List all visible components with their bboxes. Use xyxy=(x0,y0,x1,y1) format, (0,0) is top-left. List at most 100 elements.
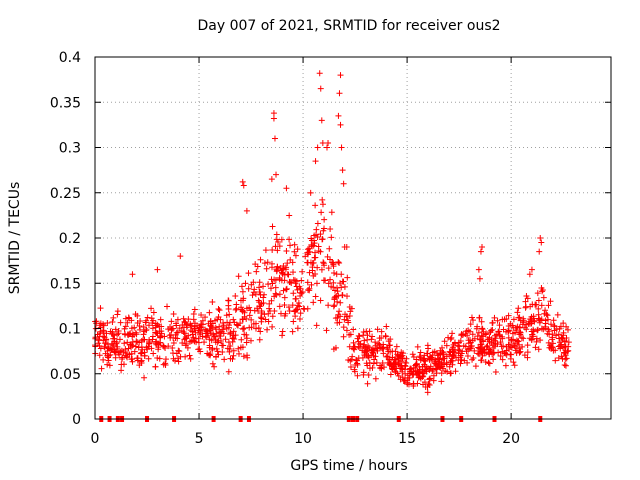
data-point xyxy=(165,326,172,333)
data-point xyxy=(314,264,321,271)
data-point xyxy=(258,308,265,315)
data-point xyxy=(479,350,486,357)
data-point xyxy=(115,330,122,337)
data-point xyxy=(318,266,325,273)
data-point xyxy=(490,350,497,357)
data-point xyxy=(554,311,561,318)
data-point xyxy=(337,299,344,306)
data-point xyxy=(432,356,439,363)
data-point xyxy=(207,318,214,325)
data-point xyxy=(235,322,242,329)
data-point xyxy=(341,283,348,290)
data-point xyxy=(378,364,385,371)
data-point xyxy=(272,243,279,250)
data-point xyxy=(170,325,177,332)
data-point xyxy=(438,344,445,351)
data-point xyxy=(124,339,131,346)
data-point xyxy=(264,259,271,266)
data-point xyxy=(170,310,177,317)
data-point-peak xyxy=(312,158,319,165)
data-point xyxy=(450,341,457,348)
data-point xyxy=(350,339,357,346)
data-point xyxy=(379,345,386,352)
data-point xyxy=(513,324,520,331)
data-point xyxy=(110,314,117,321)
data-point xyxy=(249,292,256,299)
data-point xyxy=(548,321,555,328)
data-point xyxy=(346,303,353,310)
data-point xyxy=(394,353,401,360)
data-point xyxy=(290,269,297,276)
data-point xyxy=(426,376,433,383)
data-point-peak xyxy=(271,135,278,142)
data-point xyxy=(440,355,447,362)
data-point xyxy=(544,312,551,319)
data-point-peak xyxy=(338,144,345,151)
data-point xyxy=(272,290,279,297)
data-point xyxy=(128,325,135,332)
data-point xyxy=(187,355,194,362)
data-point xyxy=(495,328,502,335)
data-point xyxy=(517,331,524,338)
data-point xyxy=(296,303,303,310)
data-point xyxy=(321,262,328,269)
data-point xyxy=(540,294,547,301)
data-point xyxy=(116,336,123,343)
data-point xyxy=(128,350,135,357)
data-point xyxy=(346,312,353,319)
data-point xyxy=(240,353,247,360)
data-point xyxy=(170,339,177,346)
data-point xyxy=(335,311,342,318)
data-point xyxy=(424,350,431,357)
data-point xyxy=(280,266,287,273)
data-point xyxy=(393,343,400,350)
data-point xyxy=(230,316,237,323)
data-point xyxy=(241,309,248,316)
data-point xyxy=(290,276,297,283)
data-point xyxy=(104,320,111,327)
data-point xyxy=(456,343,463,350)
data-point xyxy=(529,301,536,308)
data-point xyxy=(290,318,297,325)
data-point xyxy=(138,358,145,365)
data-point xyxy=(230,328,237,335)
data-point xyxy=(505,322,512,329)
data-point xyxy=(311,254,318,261)
data-point xyxy=(551,322,558,329)
data-point xyxy=(261,291,268,298)
data-point xyxy=(239,325,246,332)
data-point xyxy=(343,327,350,334)
data-point-peak xyxy=(339,167,346,174)
data-point xyxy=(292,307,299,314)
data-point xyxy=(238,306,245,313)
data-point xyxy=(150,317,157,324)
data-point xyxy=(174,355,181,362)
data-point xyxy=(221,356,228,363)
data-point xyxy=(491,314,498,321)
data-point xyxy=(297,293,304,300)
data-point xyxy=(239,288,246,295)
data-point xyxy=(155,346,162,353)
data-point xyxy=(542,307,549,314)
data-point xyxy=(425,380,432,387)
data-point xyxy=(482,358,489,365)
data-point xyxy=(304,246,311,253)
data-point xyxy=(174,335,181,342)
data-point-peak xyxy=(270,110,277,117)
data-point-peak xyxy=(337,72,344,79)
data-point xyxy=(419,370,426,377)
data-point xyxy=(553,332,560,339)
data-point xyxy=(191,306,198,313)
data-point xyxy=(445,334,452,341)
data-point xyxy=(173,322,180,329)
data-point xyxy=(111,338,118,345)
data-point xyxy=(292,313,299,320)
data-point xyxy=(360,328,367,335)
data-point xyxy=(552,357,559,364)
data-point xyxy=(378,328,385,335)
data-point xyxy=(522,304,529,311)
data-point xyxy=(348,356,355,363)
data-point xyxy=(254,263,261,270)
data-point xyxy=(101,334,108,341)
data-point xyxy=(215,305,222,312)
